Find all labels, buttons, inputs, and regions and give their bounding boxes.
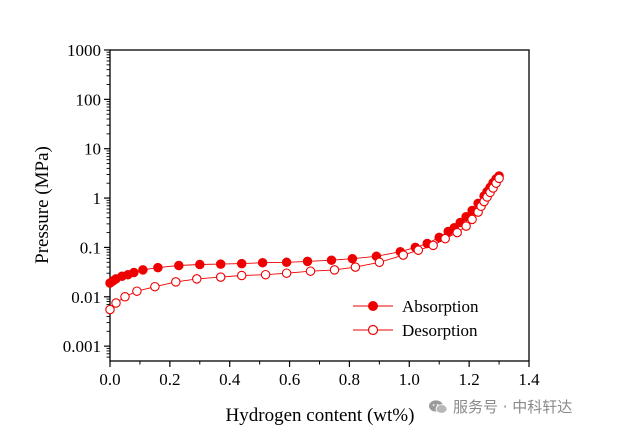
y-tick-label: 0.001 xyxy=(63,337,101,356)
x-axis-title: Hydrogen content (wt%) xyxy=(226,405,415,426)
absorption-point xyxy=(138,265,148,275)
x-tick-label: 0.8 xyxy=(339,370,360,389)
y-tick-label: 1 xyxy=(93,189,102,208)
absorption-point xyxy=(302,256,313,267)
desorption-point xyxy=(120,292,130,302)
y-tick-label: 1000 xyxy=(67,41,101,60)
legend-marker-desorption xyxy=(367,324,379,336)
y-axis-title: Pressure (MPa) xyxy=(32,146,53,264)
legend-marker-absorption xyxy=(368,301,378,311)
desorption-point xyxy=(192,274,202,284)
x-tick-label: 0.0 xyxy=(99,370,120,389)
desorption-point xyxy=(452,227,462,238)
desorption-point xyxy=(440,233,450,244)
x-tick-label: 0.4 xyxy=(219,370,241,389)
y-axis: 0.001 0.01 0.1 1 10 100 1000 xyxy=(63,41,110,358)
series-line-desorption xyxy=(109,178,500,310)
legend: Absorption Desorption xyxy=(353,297,479,340)
desorption-point xyxy=(461,221,471,231)
x-tick-label: 1.4 xyxy=(518,370,540,389)
desorption-point xyxy=(467,214,477,225)
y-tick-label: 0.01 xyxy=(71,288,101,307)
desorption-point xyxy=(350,262,361,272)
absorption-point xyxy=(326,255,337,265)
desorption-point xyxy=(398,250,409,260)
absorption-point xyxy=(195,259,205,270)
wechat-icon xyxy=(429,399,448,414)
desorption-point xyxy=(215,272,226,282)
desorption-point xyxy=(428,240,438,251)
absorption-point xyxy=(236,258,247,269)
absorption-point xyxy=(215,259,226,269)
desorption-point xyxy=(150,281,160,292)
desorption-point xyxy=(111,298,121,308)
series-layer xyxy=(105,171,504,315)
desorption-point xyxy=(374,257,385,268)
legend-label-absorption: Absorption xyxy=(402,297,479,316)
x-tick-label: 0.6 xyxy=(279,370,300,389)
desorption-point xyxy=(281,268,292,278)
absorption-point xyxy=(257,257,268,268)
absorption-point xyxy=(153,262,163,273)
y-tick-label: 0.1 xyxy=(80,238,101,257)
desorption-point xyxy=(132,286,142,296)
desorption-point xyxy=(236,270,247,281)
x-axis: 0.0 0.2 0.4 0.6 0.8 1.0 1.2 1.4 xyxy=(99,361,540,389)
x-tick-label: 1.0 xyxy=(399,370,420,389)
desorption-point xyxy=(171,277,181,287)
x-tick-label: 1.2 xyxy=(459,370,480,389)
watermark: 服务号 · 中科轩达 xyxy=(428,396,572,417)
desorption-point xyxy=(260,269,271,280)
absorption-point xyxy=(174,260,184,271)
desorption-point xyxy=(494,173,504,184)
series-line-absorption xyxy=(109,175,500,284)
y-tick-label: 100 xyxy=(76,90,102,109)
absorption-point xyxy=(347,253,358,264)
legend-label-desorption: Desorption xyxy=(402,321,478,340)
absorption-point xyxy=(129,267,139,278)
absorption-point xyxy=(281,257,292,268)
watermark-text: 服务号 · 中科轩达 xyxy=(453,398,573,416)
x-tick-label: 0.2 xyxy=(159,370,180,389)
desorption-point xyxy=(329,265,340,275)
desorption-point xyxy=(105,304,115,315)
desorption-point xyxy=(413,245,424,255)
desorption-point xyxy=(305,266,316,276)
y-tick-label: 10 xyxy=(84,140,101,159)
